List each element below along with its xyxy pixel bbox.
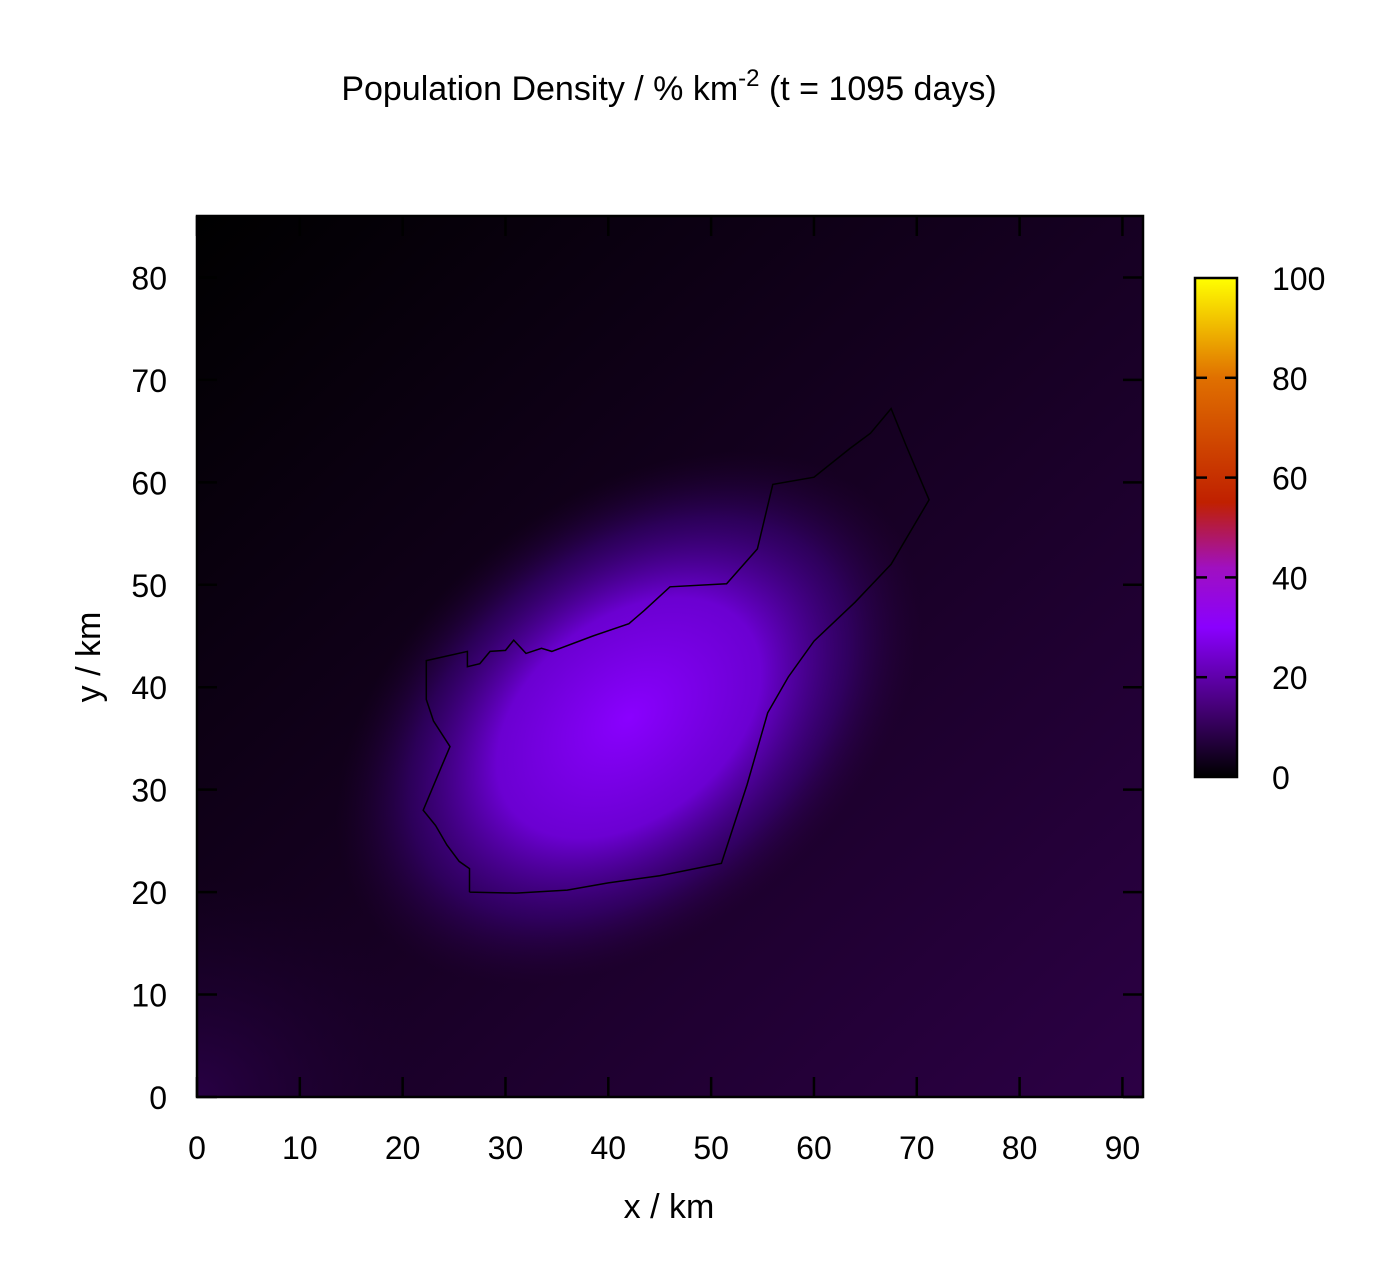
colorbar-gradient: [1193, 276, 1239, 779]
y-tick-label: 40: [131, 670, 167, 706]
plot-area: [197, 216, 1143, 1097]
colorbar: 0 20 40 60 80 100: [1193, 261, 1325, 796]
y-tick-label: 0: [149, 1080, 167, 1116]
x-tick-label: 0: [188, 1130, 206, 1166]
y-tick-label: 10: [131, 978, 167, 1014]
y-axis-ticks: [197, 276, 1143, 1099]
x-tick-label: 80: [1002, 1130, 1038, 1166]
y-tick-label: 20: [131, 875, 167, 911]
x-tick-label: 50: [693, 1130, 729, 1166]
colorbar-ticks: [1195, 376, 1237, 679]
region-boundary-outline: [422, 407, 930, 894]
colorbar-tick-label: 40: [1272, 560, 1308, 596]
x-axis-ticks: [195, 216, 1124, 1097]
colorbar-tick-label: 100: [1272, 261, 1325, 297]
x-tick-label: 10: [282, 1130, 318, 1166]
x-tick-label: 90: [1105, 1130, 1141, 1166]
colorbar-tick-label: 60: [1272, 461, 1308, 497]
colorbar-tick-labels: 0 20 40 60 80 100: [1272, 261, 1325, 796]
x-tick-label: 30: [488, 1130, 524, 1166]
colorbar-tick-label: 80: [1272, 361, 1308, 397]
x-tick-label: 60: [796, 1130, 832, 1166]
chart-title-suffix: (t = 1095 days): [760, 70, 997, 108]
y-axis-label: y / km: [70, 612, 108, 703]
colorbar-tick-label: 20: [1272, 660, 1308, 696]
y-tick-label: 80: [131, 260, 167, 296]
plot-frame: [195, 214, 1145, 1099]
x-tick-label: 20: [385, 1130, 421, 1166]
x-tick-label: 70: [899, 1130, 935, 1166]
y-tick-label: 70: [131, 363, 167, 399]
chart-title-prefix: Population Density / % km: [341, 70, 738, 108]
chart-title: Population Density / % km-2 (t = 1095 da…: [341, 65, 996, 108]
chart-title-superscript: -2: [738, 65, 759, 92]
x-axis-label: x / km: [624, 1188, 715, 1226]
heatmap-density-peak: [335, 450, 923, 986]
x-axis-tick-labels: 0 10 20 30 40 50 60 70 80 90: [188, 1130, 1140, 1166]
y-tick-label: 50: [131, 568, 167, 604]
colorbar-tick-label: 0: [1272, 760, 1290, 796]
y-tick-label: 30: [131, 773, 167, 809]
y-axis-tick-labels: 0 10 20 30 40 50 60 70 80: [131, 260, 167, 1116]
y-tick-label: 60: [131, 465, 167, 501]
x-tick-label: 40: [591, 1130, 627, 1166]
